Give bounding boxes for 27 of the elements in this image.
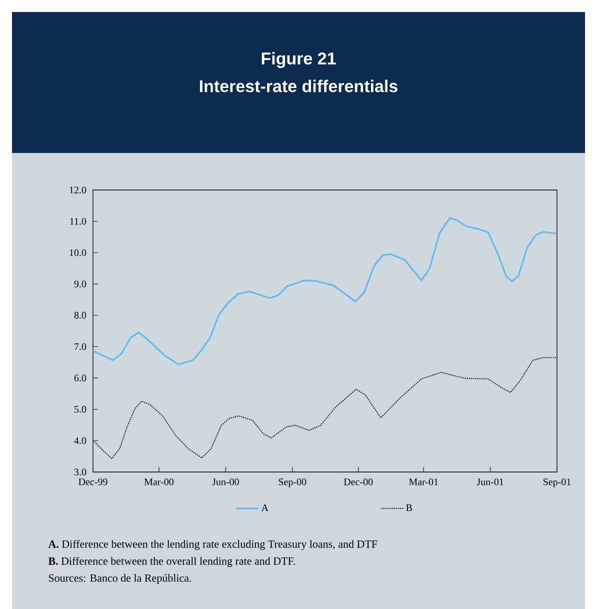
x-tick-label: Mar-01	[408, 478, 438, 486]
y-tick-label: 7.0	[74, 343, 86, 350]
y-tick-label: 12.0	[70, 186, 86, 194]
source-note: Sources: Banco de la República.	[48, 574, 192, 584]
x-tick-label: Jun-01	[476, 478, 504, 486]
y-tick-label: 9.0	[74, 280, 86, 288]
y-tick-label: 10.0	[70, 249, 86, 256]
chart-subtitle: Interest-rate differentials	[200, 80, 398, 92]
line-series	[93, 357, 557, 460]
y-tick-label: 5.0	[74, 406, 86, 413]
y-tick-label: 3.0	[74, 468, 86, 476]
x-tick-label: Sep-00	[278, 478, 306, 488]
x-tick-label: Sep-01	[544, 478, 571, 488]
y-tick-label: 6.0	[74, 374, 86, 382]
x-tick-label: Dec-00	[344, 478, 373, 486]
x-tick-label: Dec-99	[78, 478, 108, 486]
legend-label: A	[261, 504, 268, 511]
y-tick-label: 4.0	[74, 437, 86, 444]
y-tick-label: 11.0	[70, 218, 86, 225]
y-tick-label: 8.0	[74, 312, 86, 319]
x-tick-label: Jun-00	[212, 478, 239, 486]
x-tick-label: Mar-00	[144, 478, 174, 486]
text: A. Difference between the lending rate excluding Treasury loans, and DTF	[48, 540, 378, 550]
legend-label: B	[406, 504, 412, 512]
chart-title: Figure 21	[262, 52, 336, 68]
text: B. Difference between the overall lending rate and DTF.	[48, 556, 296, 568]
line-series	[93, 217, 557, 366]
